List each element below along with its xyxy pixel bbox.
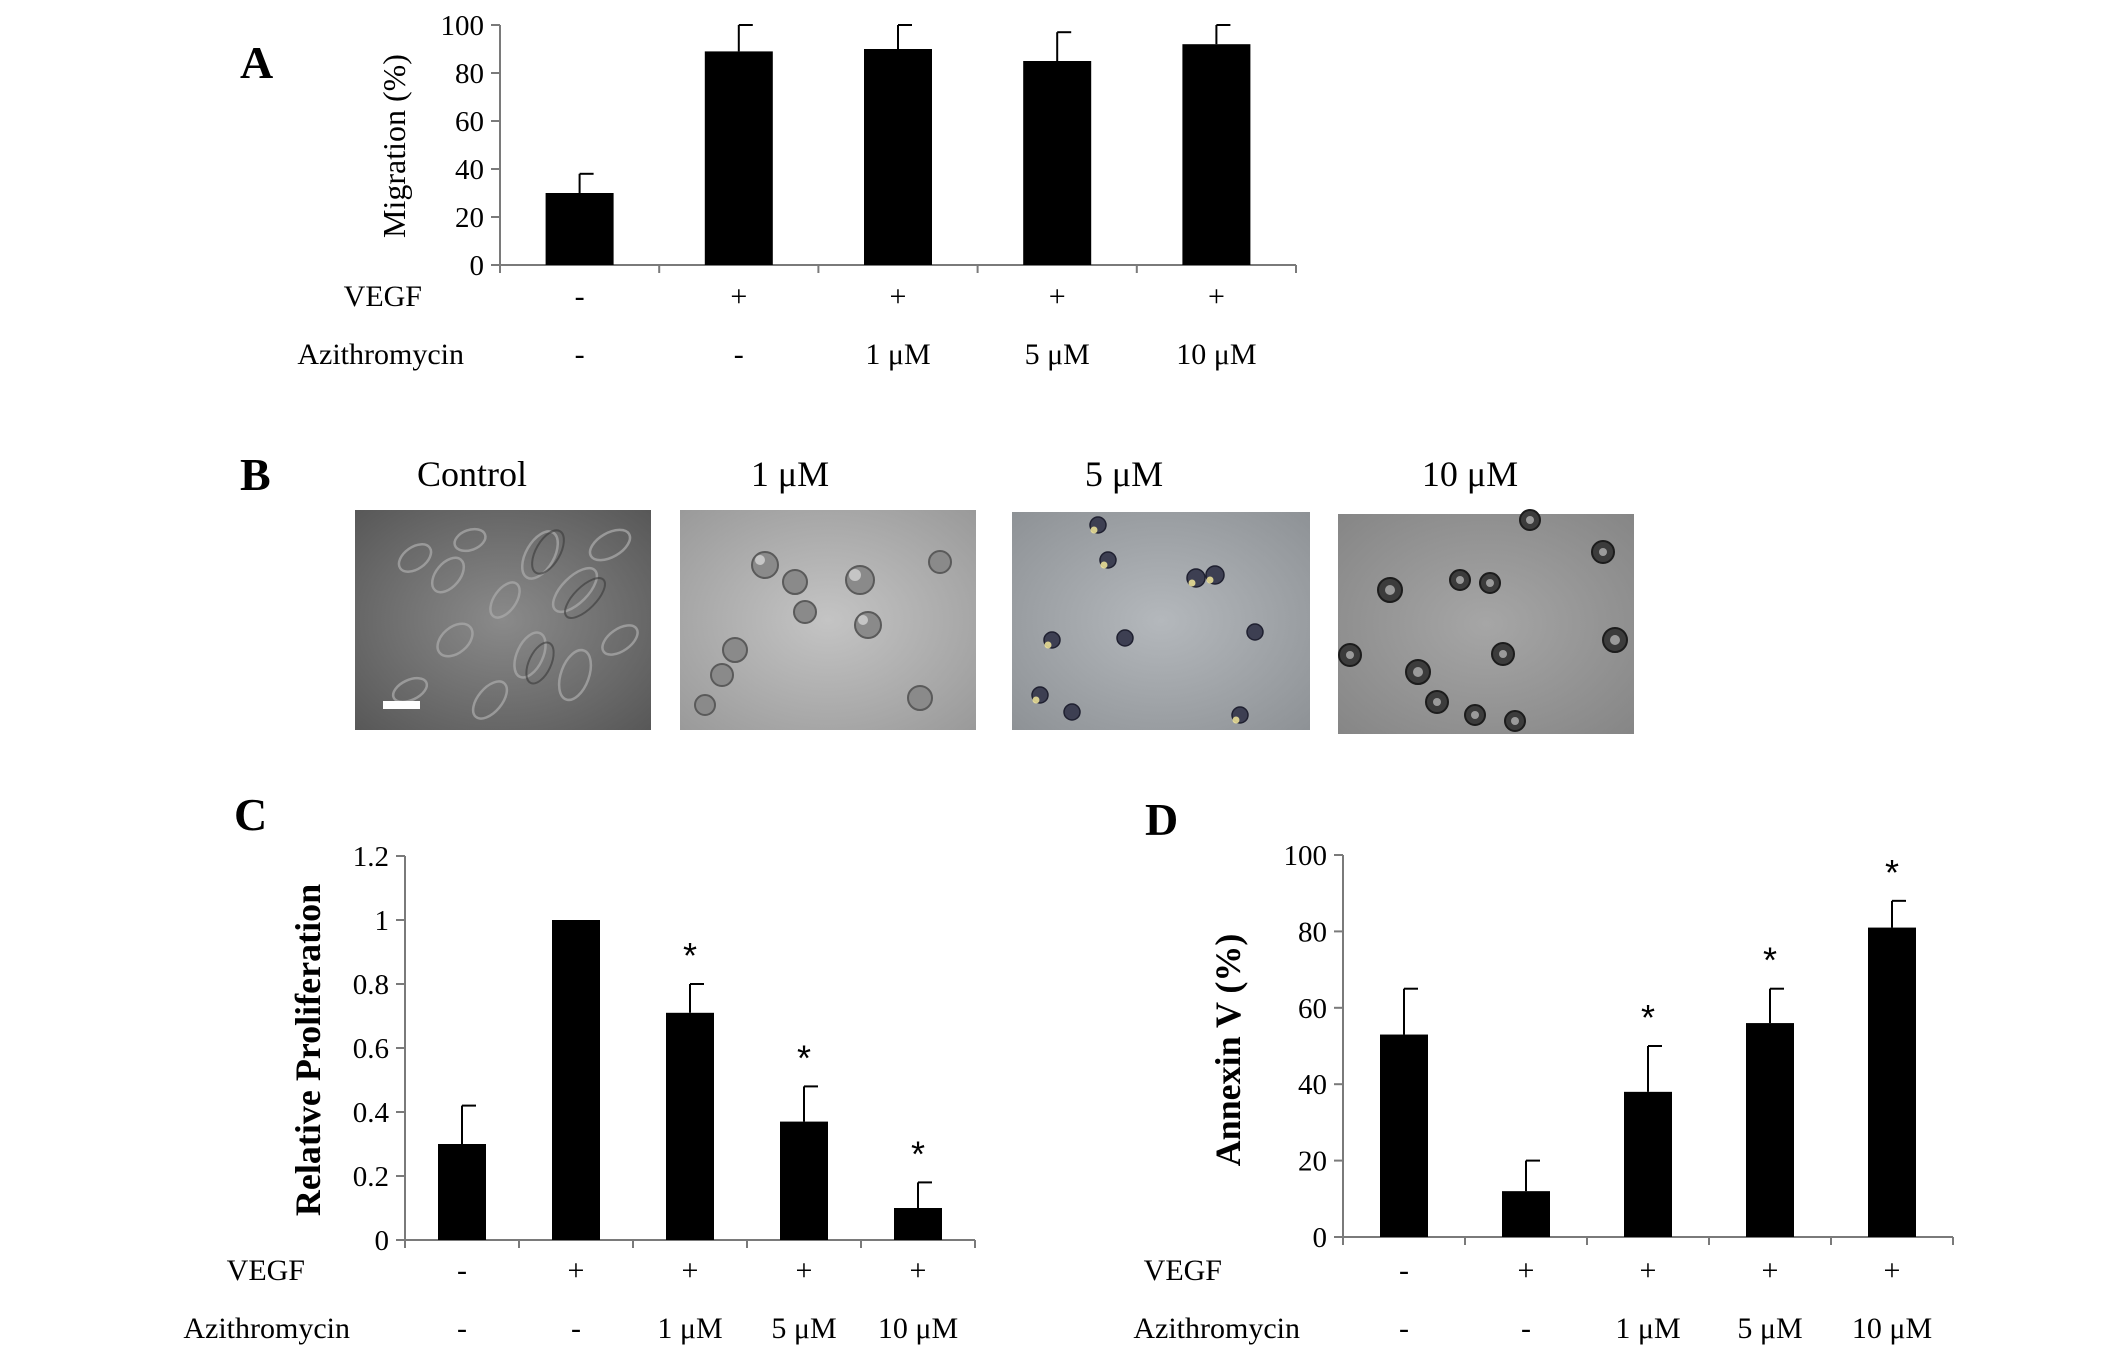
bar (1624, 1091, 1672, 1237)
bar (1868, 927, 1916, 1237)
bar (894, 1208, 942, 1240)
row-value: + (1518, 1254, 1535, 1287)
row-value: 1 μM (1615, 1312, 1680, 1345)
y-tick-label: 0.6 (353, 1033, 389, 1065)
y-tick-label: 1.2 (353, 841, 389, 873)
y-tick-label: 60 (1298, 993, 1327, 1025)
bar (1182, 44, 1251, 266)
chart-migration: 0 20 40 60 80 100 Migration (%) VEGF - + + + + Azithr… (297, 10, 1297, 371)
row-label: Azithromycin (297, 338, 464, 371)
row-value: - (1399, 1254, 1409, 1287)
chart-relative-proliferation: 0 0.2 0.4 0.6 0.8 1 1.2 Relative Proliferation *… (183, 841, 976, 1345)
row-value: + (682, 1254, 699, 1287)
row-value: + (910, 1254, 927, 1287)
y-tick-label: 100 (441, 10, 485, 42)
y-tick-label: 0 (375, 1225, 390, 1257)
row-value: - (1399, 1312, 1409, 1345)
significance-marker: * (911, 1133, 925, 1174)
bar (1502, 1191, 1550, 1237)
10um-micrograph (1338, 509, 1634, 734)
row-value: + (796, 1254, 813, 1287)
y-tick-label: 0.2 (353, 1161, 389, 1193)
y-tick-label: 0 (1313, 1222, 1328, 1254)
y-tick-label: 40 (1298, 1069, 1327, 1101)
panel-label-b: B (240, 449, 271, 500)
row-label: VEGF (344, 280, 422, 313)
row-value: - (734, 338, 744, 371)
row-value: + (890, 280, 907, 313)
y-tick-label: 20 (455, 202, 484, 234)
row-value: - (1521, 1312, 1531, 1345)
panel-label-c: C (234, 789, 267, 840)
row-value: + (568, 1254, 585, 1287)
y-tick-label: 100 (1284, 840, 1328, 872)
y-tick-label: 60 (455, 106, 484, 138)
chart-annexin-v: 0 20 40 60 80 100 Annexin V (%) * * * VEGF - + + + + Azi… (1133, 840, 1954, 1345)
y-tick-label: 0.4 (353, 1097, 390, 1129)
row-value: - (457, 1254, 467, 1287)
row-value: 1 μM (865, 338, 930, 371)
row-value: 5 μM (771, 1312, 836, 1345)
panel-label-a: A (240, 37, 273, 88)
bar (438, 1144, 486, 1240)
bar (780, 1121, 828, 1240)
bar (552, 920, 600, 1240)
bar (864, 49, 932, 265)
y-tick-label: 0 (470, 250, 485, 282)
micrograph-title-1um: 1 μM (751, 454, 829, 494)
row-value: - (571, 1312, 581, 1345)
bar (666, 1012, 714, 1240)
scale-bar (383, 701, 420, 709)
row-value: 5 μM (1737, 1312, 1802, 1345)
bar (1380, 1034, 1428, 1237)
y-tick-label: 80 (1298, 916, 1327, 948)
micrograph-title-10um: 10 μM (1422, 454, 1518, 494)
y-tick-label: 0.8 (353, 969, 389, 1001)
control-micrograph (355, 510, 651, 730)
row-value: 10 μM (878, 1312, 958, 1345)
row-label: VEGF (227, 1254, 305, 1287)
bar (1746, 1023, 1794, 1237)
1um-micrograph (680, 510, 976, 730)
row-value: + (1762, 1254, 1779, 1287)
row-value: 10 μM (1176, 338, 1256, 371)
y-tick-label: 1 (375, 905, 390, 937)
row-value: + (1640, 1254, 1657, 1287)
row-value: + (1884, 1254, 1901, 1287)
significance-marker: * (1763, 940, 1777, 981)
row-value: + (730, 280, 747, 313)
micrograph-title-5um: 5 μM (1085, 454, 1163, 494)
5um-micrograph (1012, 512, 1310, 730)
panel-label-d: D (1145, 794, 1178, 845)
bar (1023, 61, 1092, 265)
row-label: Azithromycin (1133, 1312, 1300, 1345)
row-value: 5 μM (1025, 338, 1090, 371)
row-value: - (575, 280, 585, 313)
y-tick-label: 80 (455, 58, 484, 90)
y-axis-label: Annexin V (%) (1208, 934, 1248, 1167)
row-value: - (457, 1312, 467, 1345)
row-value: + (1208, 280, 1225, 313)
significance-marker: * (1641, 997, 1655, 1038)
significance-marker: * (1885, 852, 1899, 893)
row-value: 1 μM (657, 1312, 722, 1345)
y-tick-label: 40 (455, 154, 484, 186)
micrograph-panel: Control 1 μM 5 μM 10 μM (355, 454, 1634, 734)
significance-marker: * (683, 935, 697, 976)
y-axis-label: Migration (%) (376, 54, 412, 238)
micrograph-title-control: Control (417, 454, 527, 494)
row-value: + (1049, 280, 1066, 313)
row-label: Azithromycin (183, 1312, 350, 1345)
row-value: 10 μM (1852, 1312, 1932, 1345)
significance-marker: * (797, 1037, 811, 1078)
row-value: - (575, 338, 585, 371)
bar (545, 193, 614, 265)
y-tick-label: 20 (1298, 1146, 1327, 1178)
bar (704, 51, 773, 266)
y-axis-label: Relative Proliferation (288, 884, 328, 1216)
row-label: VEGF (1144, 1254, 1222, 1287)
